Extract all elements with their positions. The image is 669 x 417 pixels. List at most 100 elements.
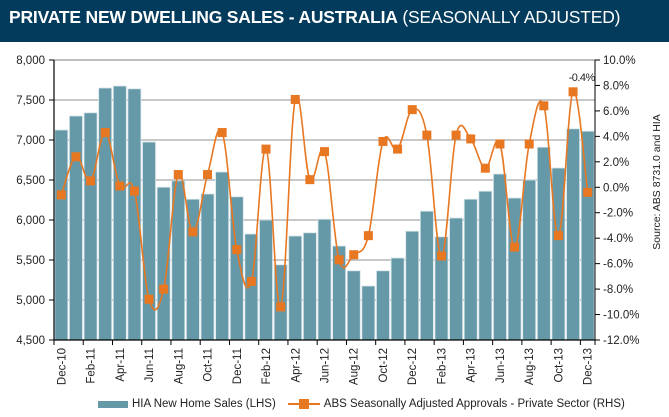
- bar: [566, 128, 580, 341]
- line-marker: [466, 134, 476, 144]
- y2-tick-label: -2.0%: [603, 208, 633, 220]
- line-marker: [86, 176, 96, 186]
- bar: [83, 112, 98, 341]
- bar: [478, 190, 493, 341]
- line-marker: [378, 136, 388, 146]
- line-marker: [320, 147, 329, 157]
- bar: [127, 88, 142, 341]
- line-marker: [393, 144, 403, 154]
- line-marker: [539, 101, 549, 111]
- bar: [346, 270, 361, 341]
- line-marker: [407, 105, 417, 115]
- line-marker: [510, 242, 520, 252]
- bar: [580, 130, 595, 341]
- line-marker: [524, 139, 534, 149]
- line-marker: [71, 152, 81, 162]
- bar: [449, 217, 464, 341]
- line-marker: [422, 130, 432, 140]
- bar: [361, 285, 376, 341]
- line-marker: [217, 128, 227, 138]
- legend-bar-swatch: [98, 400, 128, 408]
- axes: [49, 59, 600, 345]
- x-tick-label: Dec-13: [583, 348, 595, 385]
- bar: [405, 230, 420, 341]
- legend: HIA New Home Sales (LHS) ABS Seasonally …: [98, 396, 625, 412]
- y2-tick-label: -6.0%: [603, 259, 633, 271]
- y2-tick-label: -8.0%: [603, 284, 633, 296]
- y2-tick-label: -4.0%: [603, 233, 633, 245]
- x-tick-label: Jun-11: [144, 348, 156, 382]
- bar: [536, 146, 551, 341]
- x-tick-label: Aug-12: [349, 348, 361, 385]
- x-tick-label: Jun-13: [495, 348, 507, 383]
- bar: [463, 198, 478, 341]
- chart-title-main: PRIVATE NEW DWELLING SALES - AUSTRALIA: [9, 7, 398, 27]
- bar: [259, 219, 273, 341]
- bar: [302, 232, 317, 341]
- bar: [156, 186, 171, 341]
- y-tick-label: 8,000: [16, 55, 45, 67]
- x-tick-label: Oct-11: [203, 348, 215, 382]
- y-tick-label: 7,500: [16, 95, 45, 107]
- line-marker: [159, 284, 169, 294]
- y-tick-label: 4,500: [16, 335, 45, 347]
- line-marker: [115, 181, 125, 191]
- bar: [419, 210, 434, 341]
- y-tick-label: 5,000: [16, 295, 45, 307]
- x-tick-label: Dec-12: [407, 348, 419, 385]
- y-tick-label: 5,500: [16, 255, 45, 267]
- x-tick-label: Aug-11: [173, 348, 185, 384]
- line-marker: [583, 187, 593, 197]
- data-label: -0.4%: [569, 72, 596, 84]
- y-tick-label: 6,500: [16, 175, 45, 187]
- x-tick-label: Dec-10: [56, 348, 68, 385]
- x-tick-label: Apr-13: [466, 348, 478, 383]
- line-marker: [232, 245, 242, 255]
- line-marker: [480, 163, 490, 173]
- line-marker: [363, 231, 373, 241]
- x-tick-label: Oct-12: [378, 348, 390, 383]
- bar: [69, 115, 83, 341]
- x-tick-label: Aug-13: [524, 348, 536, 385]
- line-marker: [203, 170, 213, 180]
- line-marker: [188, 227, 198, 237]
- legend-bar-label: HIA New Home Sales (LHS): [132, 398, 276, 410]
- y2-tick-label: 10.0%: [603, 55, 636, 67]
- y2-tick-label: -12.0%: [603, 335, 639, 347]
- line-marker: [173, 170, 183, 180]
- line-marker: [451, 130, 461, 140]
- bar: [376, 270, 390, 341]
- y2-tick-label: 0.0%: [603, 182, 629, 194]
- line-marker: [129, 186, 139, 196]
- chart-title-subtitle: (SEASONALLY ADJUSTED): [402, 7, 621, 27]
- x-tick-label: Oct-13: [553, 348, 565, 383]
- bar: [54, 129, 69, 341]
- bar: [390, 257, 405, 341]
- line-marker: [276, 302, 286, 312]
- line-marker: [144, 294, 154, 304]
- bar: [317, 218, 332, 341]
- y-tick-label: 6,000: [16, 215, 45, 227]
- line-marker: [436, 251, 446, 261]
- legend-line-label: ABS Seasonally Adjusted Approvals - Priv…: [323, 398, 625, 410]
- line-marker: [290, 94, 300, 104]
- bar: [142, 141, 156, 341]
- chart-header: PRIVATE NEW DWELLING SALES - AUSTRALIA (…: [0, 0, 669, 42]
- bar: [522, 179, 537, 341]
- bar-series: [54, 85, 595, 341]
- line-marker: [56, 190, 66, 200]
- x-tick-label: Jun-12: [320, 348, 332, 383]
- line-marker: [100, 128, 110, 138]
- bar: [507, 197, 522, 341]
- line-marker: [261, 144, 271, 154]
- bar: [493, 173, 507, 341]
- y2-tick-label: 4.0%: [603, 131, 629, 143]
- x-tick-label: Apr-12: [290, 348, 302, 383]
- x-tick-label: Feb-11: [86, 348, 98, 384]
- y2-tick-label: 6.0%: [603, 106, 629, 118]
- axis-labels: 4,500 5,000 5,500 6,000 6,500 7,000 7,500 8,000…: [16, 55, 639, 385]
- x-tick-label: Dec-11: [232, 348, 244, 384]
- y2-tick-label: 8.0%: [603, 80, 629, 92]
- legend-line-swatch: [287, 399, 320, 409]
